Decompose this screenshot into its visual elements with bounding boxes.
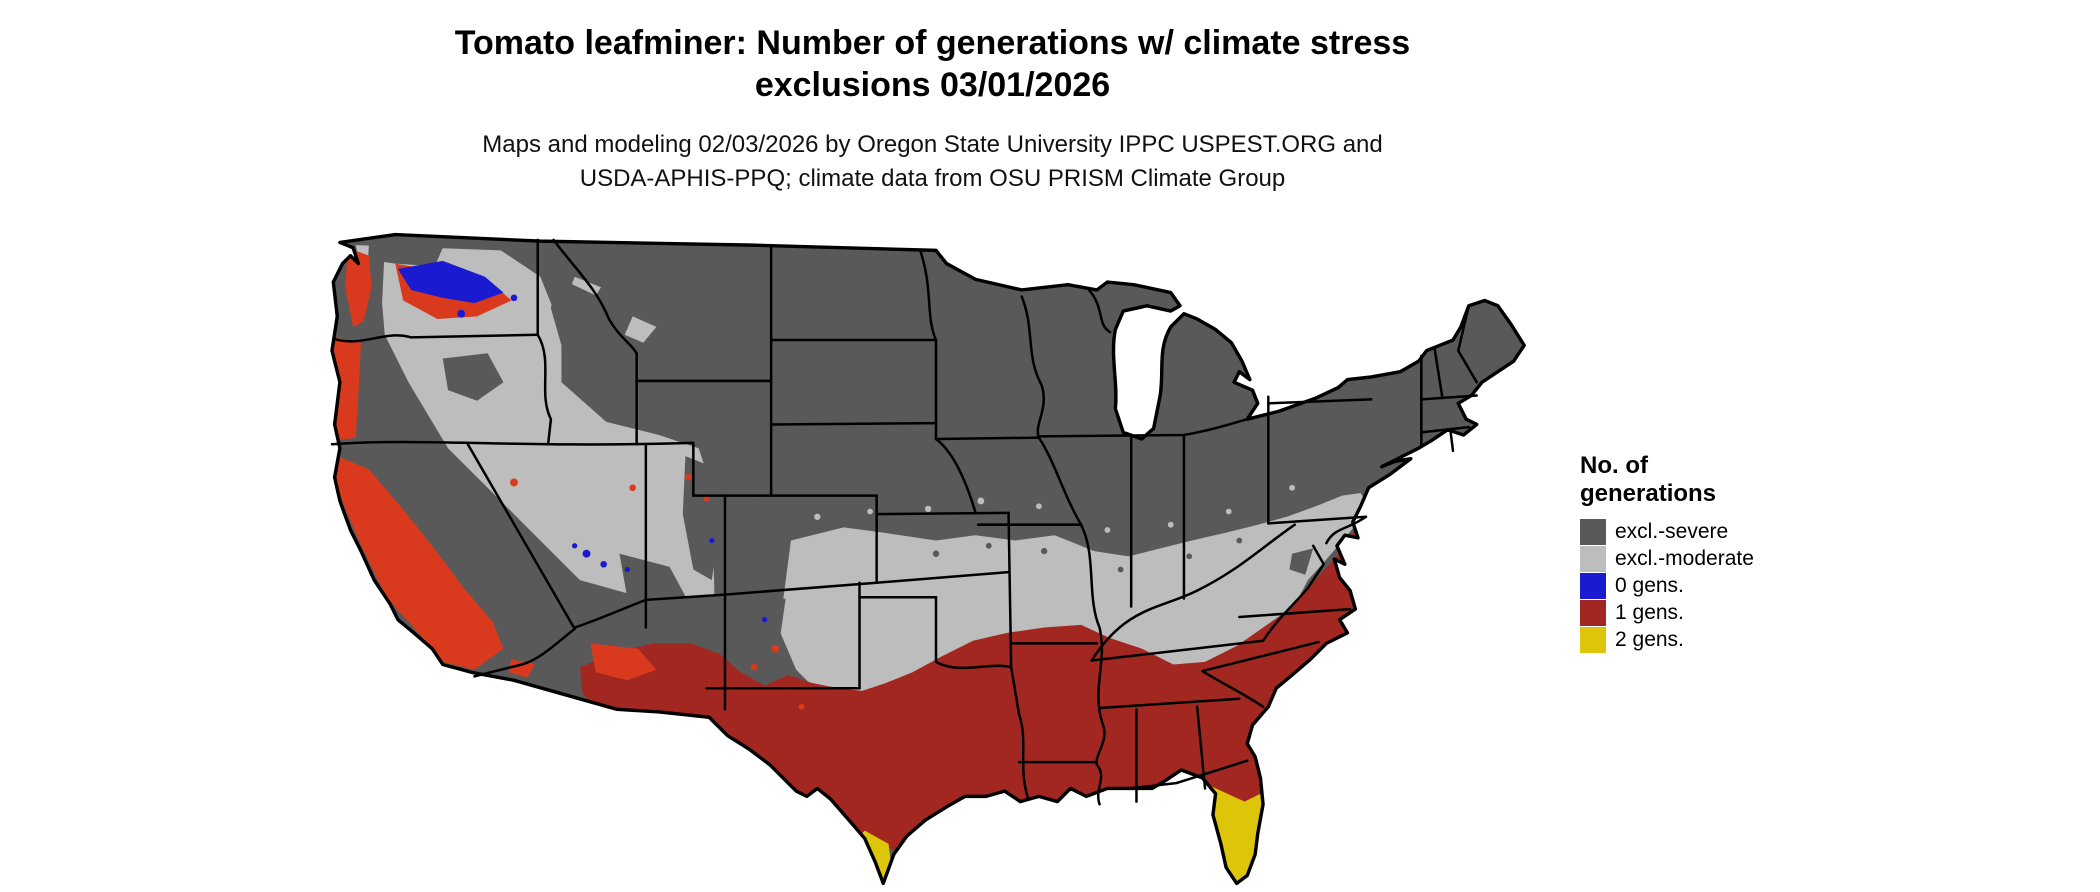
legend-item: excl.-moderate <box>1580 545 1880 572</box>
legend-title-line2: generations <box>1580 480 1717 507</box>
zone-excl-moderate <box>355 245 1369 699</box>
map-title: Tomato leafminer: Number of generations … <box>0 22 1865 106</box>
legend-label-2-gens: 2 gens. <box>1615 627 1684 651</box>
legend-swatch-excl-severe <box>1580 518 1606 545</box>
header: Tomato leafminer: Number of generations … <box>0 22 1865 196</box>
map-title-line2: exclusions 03/01/2026 <box>754 66 1111 104</box>
legend-swatch-1-gens <box>1580 599 1606 626</box>
zone-0-gens <box>397 260 768 623</box>
legend-swatch-excl-moderate <box>1580 545 1606 572</box>
legend-title-line1: No. of <box>1580 452 1648 479</box>
legend-swatch-2-gens <box>1580 626 1606 653</box>
us-outline <box>330 232 1526 886</box>
legend-swatch-0-gens <box>1580 572 1606 599</box>
legend-item: 0 gens. <box>1580 572 1880 599</box>
map-subtitle-line1: Maps and modeling 02/03/2026 by Oregon S… <box>482 131 1383 158</box>
legend-item: 1 gens. <box>1580 599 1880 626</box>
map-title-line1: Tomato leafminer: Number of generations … <box>454 24 1411 62</box>
map-subtitle-line2: USDA-APHIS-PPQ; climate data from OSU PR… <box>579 165 1286 192</box>
legend-label-excl-severe: excl.-severe <box>1615 519 1729 543</box>
us-choropleth-map <box>316 224 1556 890</box>
legend: No. of generations excl.-severe excl.-mo… <box>1580 452 1880 653</box>
legend-label-0-gens: 0 gens. <box>1615 573 1684 597</box>
legend-title: No. of generations <box>1580 452 1880 508</box>
map-subtitle: Maps and modeling 02/03/2026 by Oregon S… <box>0 128 1865 196</box>
legend-item: excl.-severe <box>1580 518 1880 545</box>
zone-1-gens <box>579 506 1393 855</box>
legend-label-1-gens: 1 gens. <box>1615 600 1684 624</box>
map-svg <box>330 232 1526 886</box>
legend-label-excl-moderate: excl.-moderate <box>1615 546 1754 570</box>
legend-item: 2 gens. <box>1580 626 1880 653</box>
